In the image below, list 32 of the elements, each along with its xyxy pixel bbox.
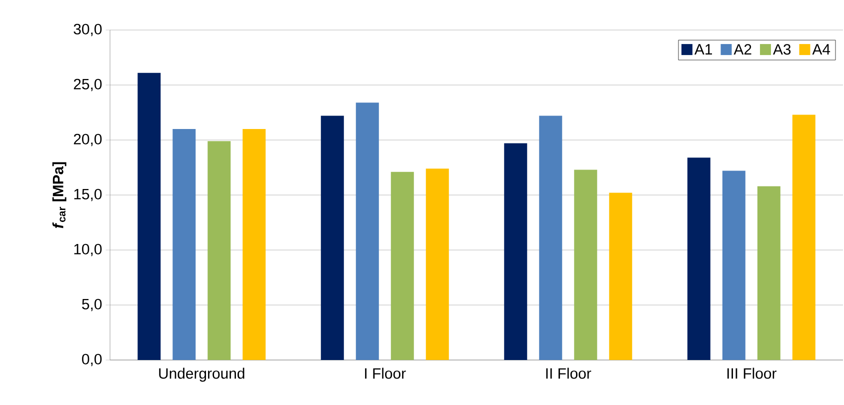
legend-label: A1 [694,44,712,54]
x-tick-label: I Floor [365,368,406,379]
y-tick-label: 5,0 [82,298,102,312]
bar [390,172,414,360]
x-tick-label: III Floor [727,368,776,379]
legend-label: A2 [734,44,752,55]
bar [757,186,780,360]
y-tick-label: 25,0 [74,78,102,92]
bar [426,168,449,360]
bar [539,116,562,360]
bar [172,129,196,360]
y-tick-label: 30,0 [74,24,102,36]
legend-label: A3 [772,44,791,55]
bar [504,143,528,360]
legend-label: A4 [812,44,830,54]
bar [242,129,266,360]
bar [356,102,379,360]
x-tick-label: II Floor [546,368,592,379]
y-axis-title: f$_{car}$ [MPa] [52,162,66,228]
x-tick-label: Underground [159,368,244,382]
y-tick-label: 20,0 [74,134,102,146]
bar [687,158,710,360]
bar [792,114,816,360]
bar [208,141,231,360]
bar [722,170,746,360]
y-tick-label: 10,0 [74,244,102,256]
y-tick-label: 15,0 [74,188,102,202]
bar [138,72,161,360]
bar [574,170,598,360]
bar [320,116,344,360]
bar [609,192,632,360]
y-tick-label: 0,0 [82,354,102,366]
